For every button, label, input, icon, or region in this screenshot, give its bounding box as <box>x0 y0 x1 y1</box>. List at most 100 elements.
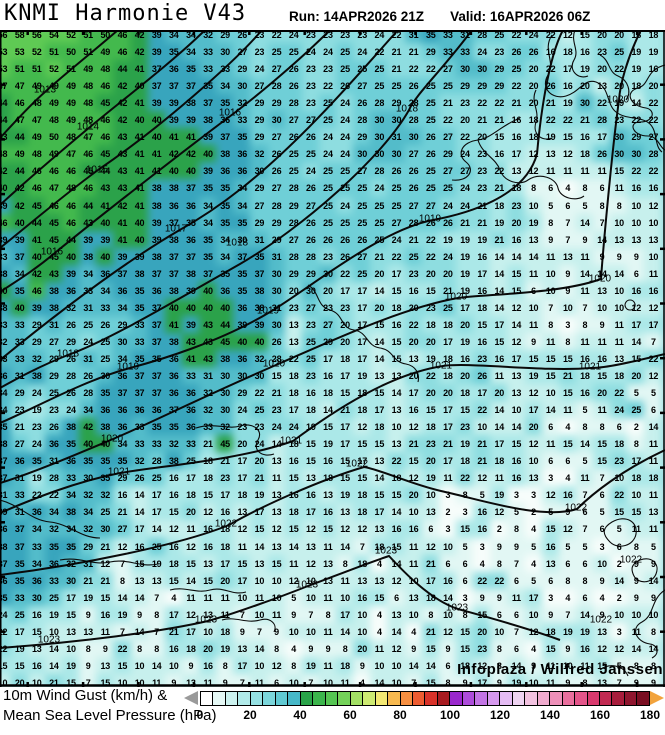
gust-cell <box>610 43 629 62</box>
gust-cell <box>250 30 269 44</box>
gust-cell <box>164 60 183 79</box>
colorbar-segment <box>312 692 325 705</box>
gust-cell <box>644 30 663 44</box>
colorbar-segment <box>611 692 624 705</box>
colorbar-segment <box>224 692 238 705</box>
gust-cell <box>164 30 183 44</box>
gust-cell <box>10 30 29 44</box>
gust-cell <box>147 60 166 79</box>
gust-cell <box>301 60 320 79</box>
gust-cell <box>507 60 526 79</box>
gust-cell <box>370 30 389 44</box>
gust-cell <box>199 43 218 62</box>
gust-cell <box>250 60 269 79</box>
gust-cell <box>387 43 406 62</box>
gust-cell <box>27 60 46 79</box>
colorbar-tick-label: 180 <box>640 708 660 722</box>
gust-cell <box>96 60 115 79</box>
colorbar-segment <box>436 692 450 705</box>
gust-cell <box>284 30 303 44</box>
gust-cell <box>44 60 63 79</box>
colorbar-segment <box>212 692 225 705</box>
gust-cell <box>301 43 320 62</box>
gust-cell <box>130 60 149 79</box>
colorbar-segment <box>449 692 462 705</box>
colorbar-segment <box>299 692 313 705</box>
gust-cell <box>421 60 440 79</box>
colorbar-tick-label: 80 <box>393 708 406 722</box>
gust-cell <box>181 77 200 96</box>
colorbar-segment <box>349 692 363 705</box>
gust-cell <box>79 43 98 62</box>
colorbar-tick-label: 160 <box>590 708 610 722</box>
colorbar-segment <box>387 692 400 705</box>
gust-cell <box>44 43 63 62</box>
colorbar-segment <box>362 692 375 705</box>
gust-cell <box>10 60 29 79</box>
colorbar-tick-labels: 0 20 40 60 80 100 120 140 160 180 <box>0 708 665 722</box>
gust-cell <box>79 77 98 96</box>
colorbar-segment <box>424 692 437 705</box>
gust-cell <box>147 30 166 44</box>
gust-cell <box>473 43 492 62</box>
title-bar: KNMI Harmonie V43 Run: 14APR2026 21Z Val… <box>0 0 665 30</box>
gust-cell <box>524 60 543 79</box>
gust-cell <box>147 77 166 96</box>
gust-cell <box>575 43 594 62</box>
gust-cell <box>593 60 612 79</box>
gust-cell <box>267 43 286 62</box>
colorbar-segment <box>536 692 550 705</box>
colorbar-segment <box>561 692 575 705</box>
colorbar-segment <box>201 692 213 705</box>
gust-cell <box>199 30 218 44</box>
gust-heatmap-layer <box>0 30 665 687</box>
colorbar-segment <box>337 692 350 705</box>
gust-cell <box>473 30 492 44</box>
gust-cell <box>27 77 46 96</box>
gust-cell <box>10 43 29 62</box>
gust-cell <box>113 30 132 44</box>
colorbar-segment <box>636 692 649 705</box>
gust-cell <box>610 30 629 44</box>
colorbar-segment <box>461 692 475 705</box>
colorbar-tick-label: 0 <box>197 708 204 722</box>
gust-cell <box>644 60 663 79</box>
gust-cell <box>199 60 218 79</box>
colorbar-segment <box>599 692 612 705</box>
gust-cell <box>62 30 81 44</box>
gust-cell <box>404 30 423 44</box>
gust-cell <box>0 30 12 44</box>
gust-cell <box>456 43 474 62</box>
gust-cell <box>130 43 149 62</box>
gust-cell <box>353 43 372 62</box>
gust-cell <box>284 77 303 96</box>
gust-cell <box>233 60 252 79</box>
colorbar-tick-label: 120 <box>490 708 510 722</box>
legend-footer: 10m Wind Gust (km/h) & Mean Sea Level Pr… <box>0 687 665 735</box>
gust-cell <box>0 60 12 79</box>
colorbar-segment <box>249 692 263 705</box>
weather-map: 5658565452515046423934343229262322242323… <box>0 30 665 687</box>
gust-cell <box>27 43 46 62</box>
gust-cell <box>181 60 200 79</box>
gust-cell <box>164 77 183 96</box>
gust-cell <box>250 43 269 62</box>
gust-cell <box>284 43 303 62</box>
colorbar-segment <box>287 692 300 705</box>
colorbar-segment <box>486 692 500 705</box>
gust-cell <box>0 43 12 62</box>
run-valid-info: Run: 14APR2026 21Z Valid: 16APR2026 06Z <box>289 9 590 24</box>
colorbar-segment <box>574 692 587 705</box>
gust-cell <box>44 30 63 44</box>
gust-cell <box>336 43 355 62</box>
gust-cell <box>421 30 440 44</box>
gust-cell <box>96 77 115 96</box>
colorbar-tick-label: 100 <box>440 708 460 722</box>
gust-cell <box>490 30 509 44</box>
colorbar-segment <box>374 692 388 705</box>
gust-cell <box>199 77 218 96</box>
gust-cell <box>0 77 12 96</box>
gust-cell <box>267 30 286 44</box>
gust-cell <box>387 30 406 44</box>
